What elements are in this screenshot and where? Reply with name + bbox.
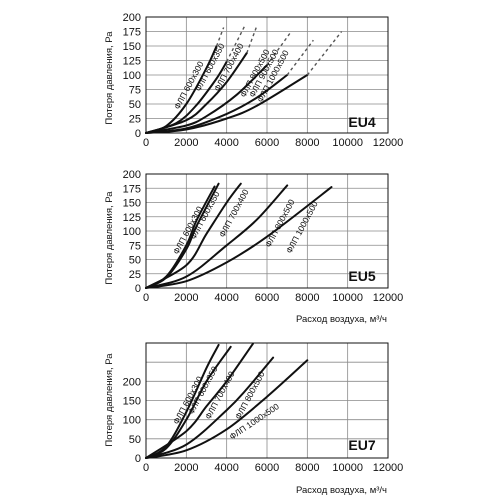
y-tick-label: 100 (123, 415, 141, 427)
series-extension-3 (246, 25, 258, 54)
x-tick-label: 0 (143, 462, 149, 474)
series-line-3 (145, 342, 254, 459)
x-tick-label: 4000 (214, 292, 238, 304)
series-line-6 (145, 74, 309, 134)
panel-eu5: 0 2000 4000 6000 8000 10000 120000255075100125… (104, 169, 403, 325)
series-extension-4 (266, 31, 292, 66)
y-tick-label: 50 (129, 255, 141, 267)
y-tick-label: 200 (123, 376, 141, 388)
series-line-5 (145, 359, 309, 459)
y-tick-label: 150 (123, 396, 141, 408)
x-tick-label: 6000 (255, 137, 279, 149)
panel-eu7: 0 2000 4000 6000 8000 10000 12000 0 50 100 150 200 П… (104, 342, 404, 496)
y-tick-label: 75 (129, 85, 141, 97)
y-axis-label: Потеря давления, Ра (104, 31, 115, 125)
x-tick-label: 8000 (295, 292, 319, 304)
x-tick-label: 8000 (295, 137, 319, 149)
x-tick-label: 2000 (174, 137, 198, 149)
x-tick-label: 12000 (373, 137, 404, 149)
y-tick-label: 125 (123, 212, 141, 224)
x-axis-label: Расход воздуха, м³/ч (296, 314, 387, 325)
series-line-2 (145, 345, 232, 459)
x-tick-label: 4000 (214, 137, 238, 149)
y-tick-label: 25 (129, 269, 141, 281)
x-tick-label: 12000 (373, 292, 404, 304)
y-axis-label: Потеря давления, Ра (104, 191, 115, 285)
x-tick-label: 2000 (174, 292, 198, 304)
y-tick-label: 50 (129, 99, 141, 111)
x-tick-label: 4000 (214, 462, 238, 474)
panel-title: EU7 (348, 437, 375, 453)
x-tick-label: 6000 (255, 292, 279, 304)
series-line-3 (145, 52, 248, 134)
x-tick-label: 8000 (295, 462, 319, 474)
y-tick-label: 50 (129, 434, 141, 446)
series-line-4 (145, 184, 289, 289)
x-tick-label: 0 (143, 137, 149, 149)
y-tick-label: 0 (135, 283, 141, 295)
series-extension-2 (226, 25, 246, 62)
y-tick-label: 150 (123, 41, 141, 53)
y-tick-label: 75 (129, 240, 141, 252)
y-tick-label: 0 (135, 453, 141, 465)
x-axis-label: Расход воздуха, м³/ч (296, 485, 387, 496)
y-tick-label: 100 (123, 70, 141, 82)
x-tick-label: 2000 (174, 462, 198, 474)
x-tick-label: 6000 (255, 462, 279, 474)
x-tick-label: 10000 (332, 462, 363, 474)
y-tick-label: 125 (123, 56, 141, 68)
y-tick-label: 150 (123, 198, 141, 210)
y-tick-label: 25 (129, 114, 141, 126)
plot-frame (145, 173, 389, 289)
series-line-4 (145, 64, 268, 134)
plot-frame (145, 342, 389, 459)
series-line-3 (145, 182, 242, 289)
y-axis-label: Потеря давления, Ра (104, 353, 115, 447)
series-extension-5 (286, 39, 314, 76)
series-extension-6 (306, 31, 343, 76)
y-tick-label: 200 (123, 12, 141, 24)
series-line-2 (145, 182, 220, 289)
y-tick-label: 200 (123, 169, 141, 181)
panel-title: EU5 (348, 268, 375, 284)
series-line-4 (145, 356, 275, 459)
x-tick-label: 10000 (332, 292, 363, 304)
panel-title: EU4 (348, 114, 375, 130)
y-tick-label: 175 (123, 183, 141, 195)
x-tick-label: 10000 (332, 137, 363, 149)
x-tick-label: 12000 (373, 462, 404, 474)
series-line-5 (145, 186, 333, 289)
panel-eu4: 0 2000 4000 6000 8000 10000 120000255075100125… (104, 12, 403, 149)
y-tick-label: 175 (123, 27, 141, 39)
y-tick-label: 100 (123, 226, 141, 238)
x-tick-label: 0 (143, 292, 149, 304)
y-tick-label: 0 (135, 128, 141, 140)
plot-frame (145, 16, 389, 134)
